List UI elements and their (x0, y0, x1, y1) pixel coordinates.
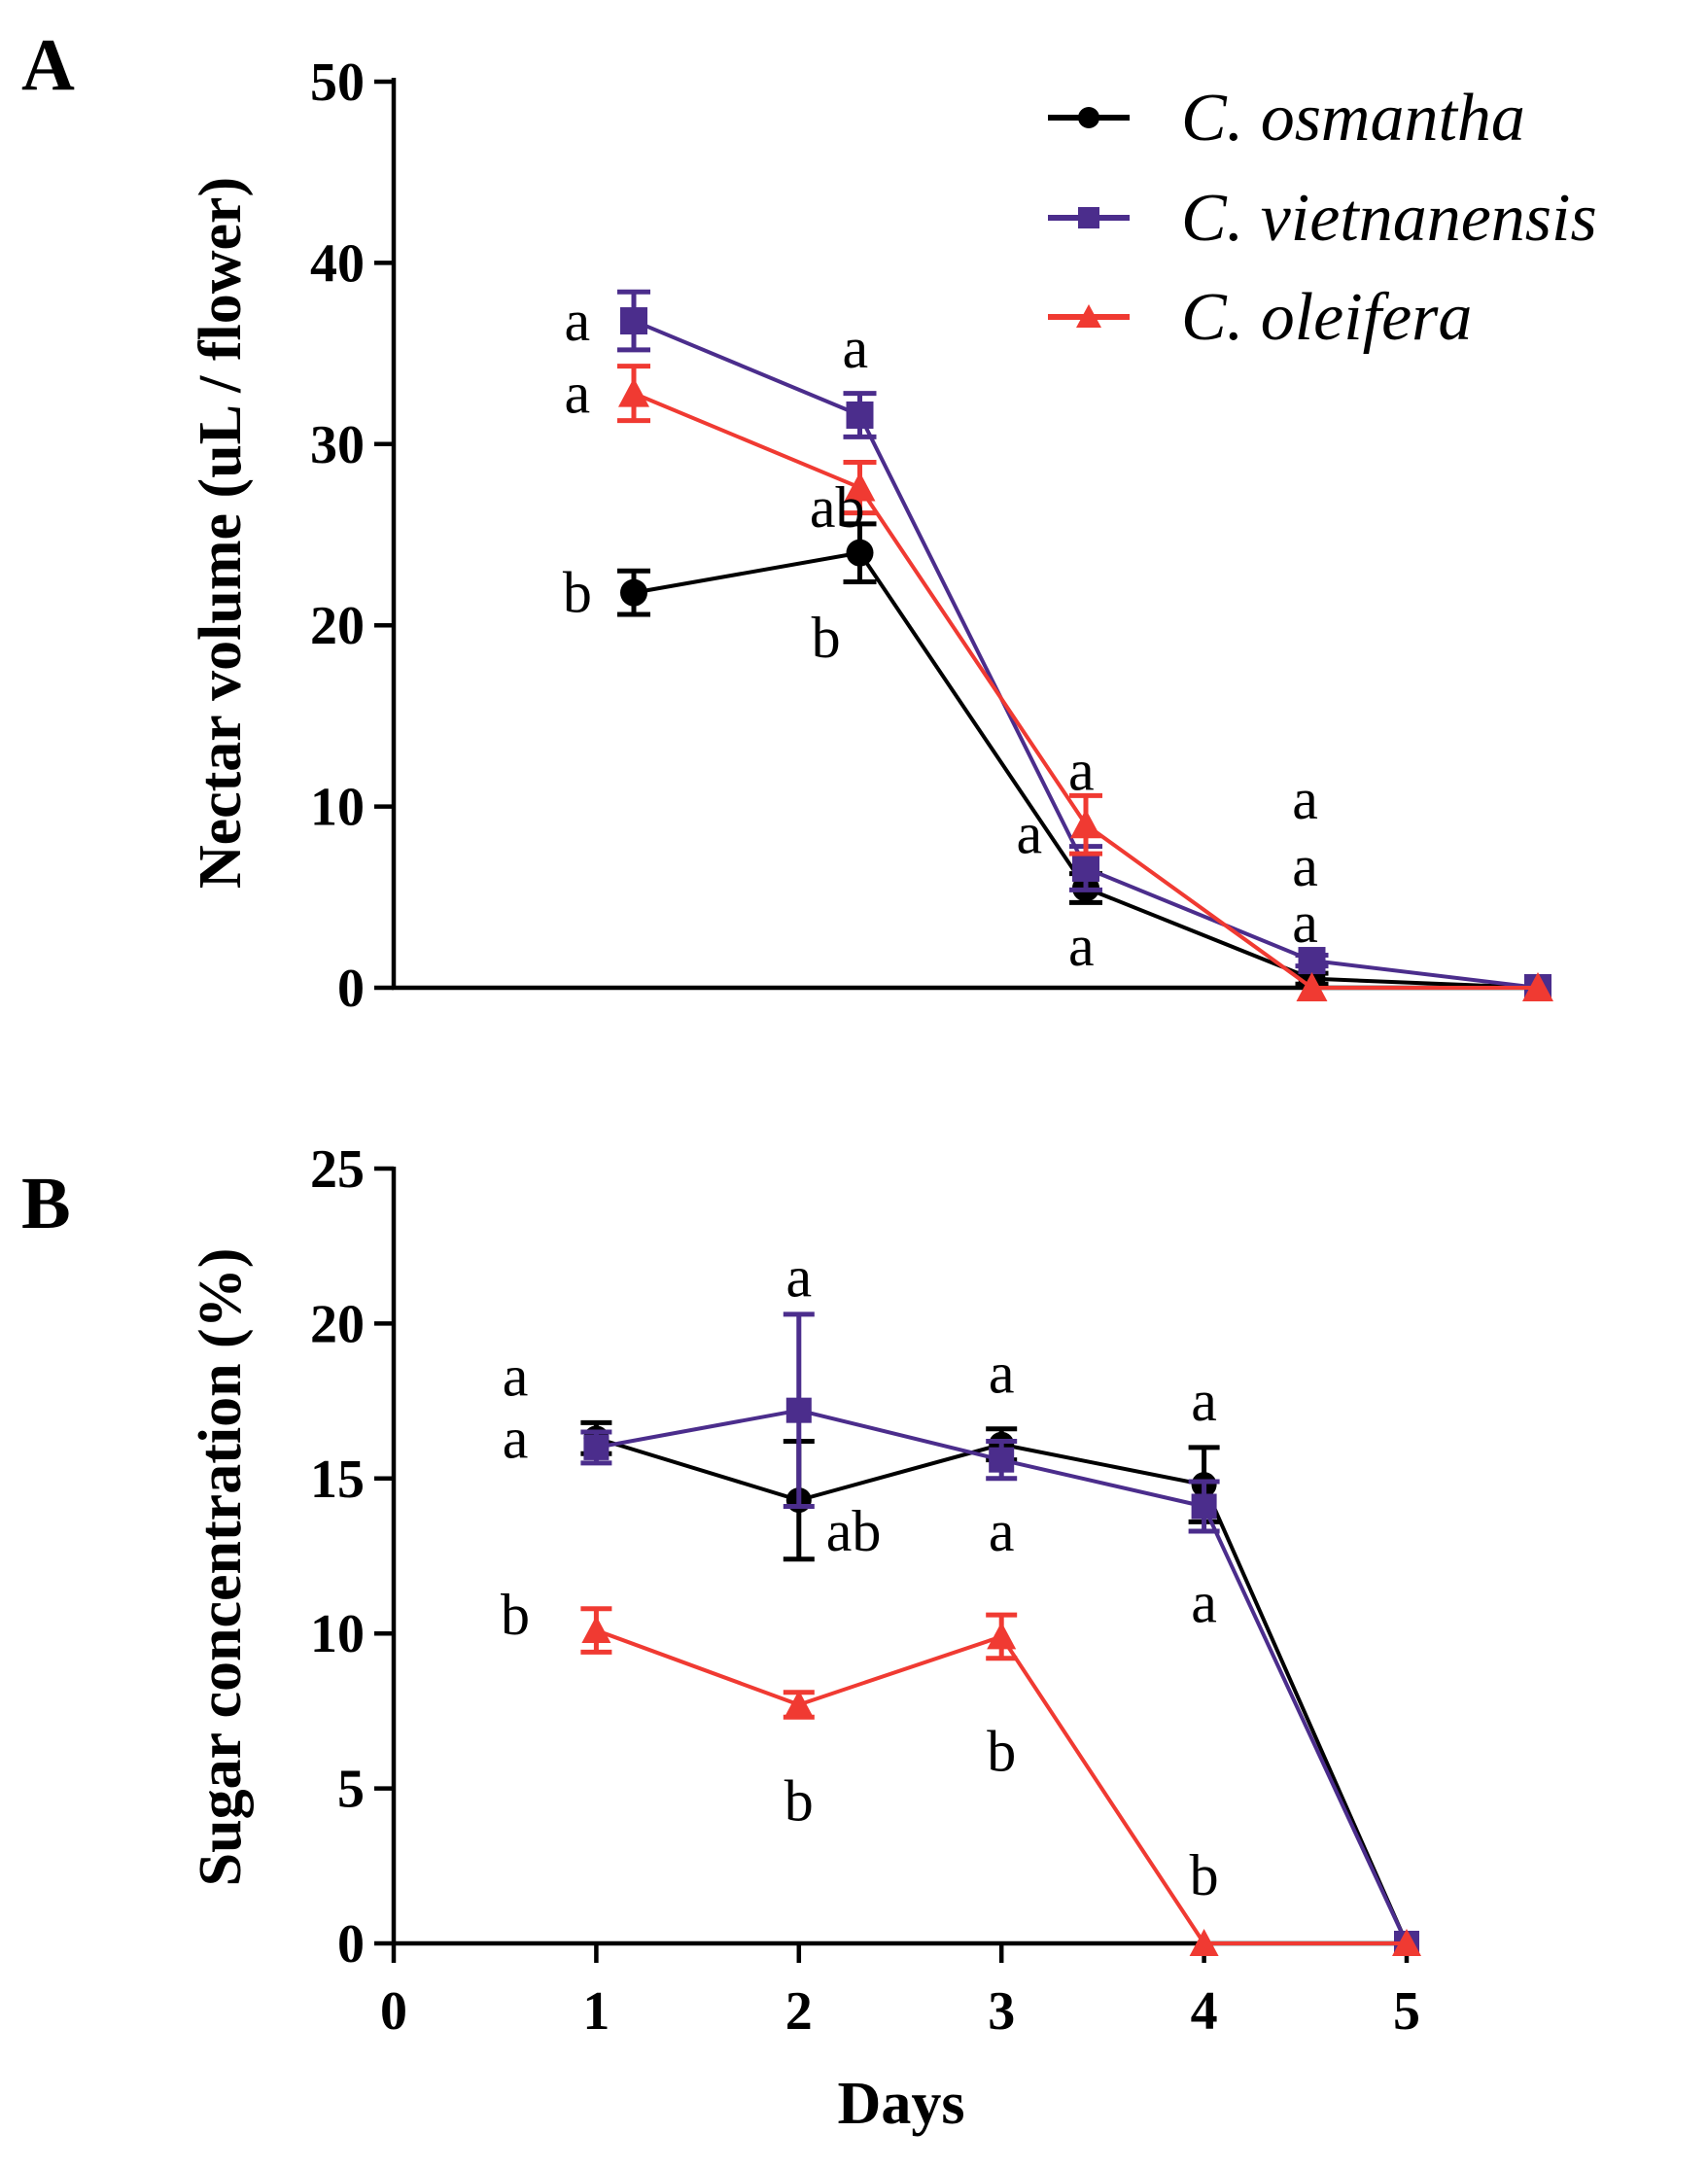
data-point-c-oleifera (1392, 1929, 1421, 1956)
legend-label-vietnanensis: C. vietnanensis (1181, 181, 1597, 256)
significance-letter: a (989, 1499, 1015, 1563)
x-axis-title-b: Days (838, 2071, 965, 2137)
significance-letter: b (563, 561, 592, 625)
significance-letter: a (1068, 914, 1095, 978)
y-tick-label: 10 (310, 1604, 365, 1664)
legend-label-osmantha: C. osmantha (1181, 81, 1525, 156)
data-point-c-oleifera (784, 1690, 814, 1718)
y-axis-title-a: Nectar volume (uL / flower) (188, 177, 254, 889)
x-tick-label: 4 (1191, 1981, 1218, 2042)
series-c-oleifera (580, 1606, 1421, 1956)
significance-letter: a (1292, 767, 1318, 831)
significance-letter: a (785, 1245, 812, 1310)
data-point-c-oleifera (1189, 1929, 1219, 1956)
legend-label-oleifera: C. oleifera (1181, 280, 1472, 355)
data-point-c-oleifera (1296, 972, 1328, 1001)
series-b (580, 1311, 1421, 1956)
data-point-c-vietnanensis (1191, 1493, 1217, 1520)
legend: C. osmantha C. vietnanensis C. oleifera (1048, 81, 1597, 355)
significance-letter: b (812, 606, 841, 670)
x-tick-label: 2 (785, 1981, 813, 2042)
data-point-c-osmantha (620, 578, 647, 607)
significance-letter: a (1292, 891, 1318, 955)
significance-letter: ab (810, 475, 865, 540)
y-tick-label: 20 (310, 1294, 365, 1354)
data-point-c-oleifera (1522, 972, 1553, 1001)
y-tick-label: 30 (310, 415, 365, 475)
significance-letter: a (565, 362, 591, 426)
y-tick-label: 5 (337, 1760, 365, 1820)
significance-letter: b (987, 1719, 1016, 1783)
data-point-c-vietnanensis (989, 1447, 1015, 1473)
data-point-c-vietnanensis (785, 1397, 812, 1423)
y-tick-label: 15 (310, 1450, 365, 1510)
significance-letter: b (784, 1768, 814, 1833)
series-c-oleifera (617, 364, 1553, 1001)
data-point-c-oleifera (1070, 809, 1101, 839)
series-a (617, 289, 1553, 1001)
data-point-c-vietnanensis (620, 307, 647, 335)
chart-panel-b: 0 5 10 15 20 25 0 1 2 3 4 5 Sugar concentration (%… (188, 1139, 1421, 2137)
significance-letter: a (1292, 834, 1318, 898)
legend-marker-osmantha (1078, 107, 1099, 128)
y-tick-label: 25 (310, 1139, 365, 1200)
significance-letter: ab (826, 1499, 882, 1563)
y-tick-label: 0 (337, 1914, 365, 1975)
y-tick-label: 40 (310, 233, 365, 294)
y-tick-label: 0 (337, 959, 365, 1019)
data-point-c-oleifera (618, 377, 649, 407)
significance-letter: a (989, 1341, 1015, 1405)
data-point-c-vietnanensis (583, 1434, 610, 1460)
panel-label-b: B (21, 1163, 71, 1244)
legend-marker-vietnanensis (1078, 207, 1099, 228)
significance-letter: a (503, 1345, 529, 1409)
y-tick-label: 10 (310, 778, 365, 838)
y-tick-label: 50 (310, 52, 365, 113)
x-tick-label: 3 (988, 1981, 1015, 2042)
panel-label-a: A (21, 24, 75, 106)
data-point-c-oleifera (987, 1622, 1017, 1650)
y-axis-title-b: Sugar concentration (%) (188, 1248, 254, 1887)
legend-marker-oleifera (1076, 304, 1101, 328)
x-ticks-b: 0 1 2 3 4 5 (380, 1943, 1420, 2042)
legend-item-vietnanensis: C. vietnanensis (1048, 181, 1597, 256)
y-ticks-a: 0 10 20 30 40 50 (310, 52, 394, 1019)
significance-letter: a (1017, 802, 1043, 866)
significance-letter: a (565, 289, 591, 353)
data-point-c-oleifera (581, 1616, 611, 1644)
legend-item-osmantha: C. osmantha (1048, 81, 1525, 156)
significance-letter: a (1068, 738, 1095, 802)
significance-letter: a (1191, 1369, 1217, 1433)
y-tick-label: 20 (310, 596, 365, 656)
data-point-c-oleifera (844, 472, 876, 502)
significance-letter: a (1191, 1570, 1217, 1634)
data-point-c-vietnanensis (1298, 947, 1326, 975)
significance-letter: a (503, 1406, 529, 1470)
data-point-c-vietnanensis (1072, 854, 1099, 882)
x-tick-label: 5 (1393, 1981, 1420, 2042)
y-ticks-b: 0 5 10 15 20 25 (310, 1139, 394, 1975)
x-tick-label: 1 (582, 1981, 610, 2042)
legend-item-oleifera: C. oleifera (1048, 280, 1472, 355)
series-c-vietnanensis (580, 1311, 1419, 1956)
data-point-c-vietnanensis (846, 401, 874, 429)
significance-letter: b (1190, 1843, 1219, 1907)
significance-letter: b (501, 1583, 530, 1647)
significance-letter: a (843, 316, 869, 380)
data-point-c-osmantha (846, 539, 874, 567)
x-tick-label: 0 (380, 1981, 407, 2042)
